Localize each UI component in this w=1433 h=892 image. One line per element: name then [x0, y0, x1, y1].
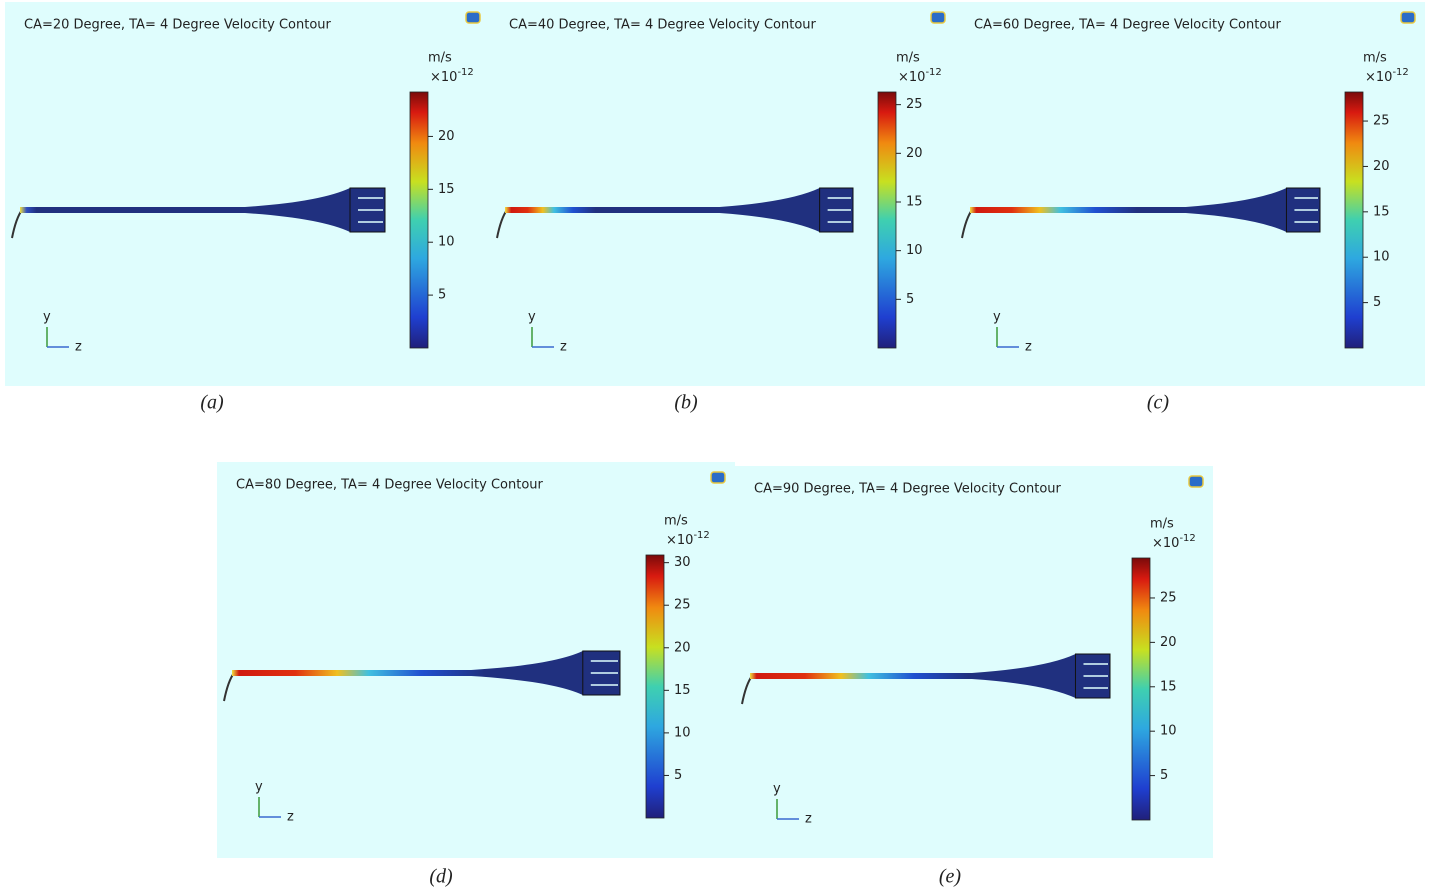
- panel-title: CA=40 Degree, TA= 4 Degree Velocity Cont…: [509, 18, 817, 33]
- z-axis-label: z: [1025, 340, 1032, 355]
- exponent: -12: [457, 67, 473, 78]
- caption: (b): [674, 392, 698, 414]
- panel-title: CA=20 Degree, TA= 4 Degree Velocity Cont…: [24, 18, 332, 33]
- colorbar-tick-label: 10: [906, 243, 923, 258]
- colorbar-tick-label: 20: [906, 146, 923, 161]
- y-axis-label: y: [528, 310, 536, 325]
- exponent: -12: [693, 530, 709, 541]
- panel: CA=90 Degree, TA= 4 Degree Velocity Cont…: [735, 466, 1213, 858]
- multiplier: ×10: [666, 533, 693, 548]
- colorbar-tick-label: 15: [906, 194, 923, 209]
- colorbar-tick-label: 25: [1373, 114, 1390, 129]
- colorbar-unit: m/s: [664, 514, 688, 529]
- colorbar-tick-label: 25: [674, 598, 691, 613]
- figure: CA=20 Degree, TA= 4 Degree Velocity Cont…: [0, 0, 1433, 892]
- caption: (c): [1147, 392, 1170, 414]
- panel: CA=20 Degree, TA= 4 Degree Velocity Cont…: [5, 2, 490, 386]
- y-axis-label: y: [773, 782, 781, 797]
- icon: [931, 12, 945, 23]
- z-axis-label: z: [75, 340, 82, 355]
- panel-title: CA=90 Degree, TA= 4 Degree Velocity Cont…: [754, 482, 1062, 497]
- caption: (e): [939, 866, 962, 888]
- colorbar-tick-label: 5: [906, 292, 914, 307]
- multiplier: ×10: [898, 70, 925, 85]
- icon: [1401, 12, 1415, 23]
- colorbar-tick-label: 15: [1373, 204, 1390, 219]
- caption: (d): [429, 866, 453, 888]
- colorbar-tick-label: 15: [1160, 679, 1177, 694]
- colorbar-unit: m/s: [896, 51, 920, 66]
- y-axis-label: y: [993, 310, 1001, 325]
- colorbar: [1132, 558, 1150, 820]
- y-axis-label: y: [43, 310, 51, 325]
- colorbar-tick-label: 20: [438, 129, 455, 144]
- panel: CA=60 Degree, TA= 4 Degree Velocity Cont…: [955, 2, 1425, 386]
- colorbar: [1345, 92, 1363, 348]
- z-axis-label: z: [805, 812, 812, 827]
- colorbar: [410, 92, 428, 348]
- colorbar: [878, 92, 896, 348]
- panel-title: CA=80 Degree, TA= 4 Degree Velocity Cont…: [236, 478, 544, 493]
- page: CA=20 Degree, TA= 4 Degree Velocity Cont…: [0, 0, 1433, 892]
- z-axis-label: z: [560, 340, 567, 355]
- exponent: -12: [925, 67, 941, 78]
- colorbar-tick-label: 10: [1160, 724, 1177, 739]
- panel: CA=80 Degree, TA= 4 Degree Velocity Cont…: [217, 462, 735, 858]
- icon: [466, 12, 480, 23]
- colorbar-tick-label: 15: [438, 182, 455, 197]
- caption: (a): [200, 392, 224, 414]
- colorbar-tick-label: 10: [1373, 250, 1390, 265]
- z-axis-label: z: [287, 810, 294, 825]
- colorbar-tick-label: 30: [674, 555, 691, 570]
- colorbar-tick-label: 5: [1373, 295, 1381, 310]
- colorbar-tick-label: 10: [674, 725, 691, 740]
- icon: [1189, 476, 1203, 487]
- y-axis-label: y: [255, 780, 263, 795]
- colorbar-tick-label: 15: [674, 683, 691, 698]
- colorbar-tick-label: 25: [1160, 590, 1177, 605]
- colorbar-unit: m/s: [1150, 517, 1174, 532]
- colorbar-tick-label: 5: [438, 288, 446, 303]
- colorbar-tick-label: 20: [674, 640, 691, 655]
- multiplier: ×10: [430, 70, 457, 85]
- multiplier: ×10: [1152, 536, 1179, 551]
- colorbar-tick-label: 25: [906, 97, 923, 112]
- colorbar-unit: m/s: [428, 51, 452, 66]
- multiplier: ×10: [1365, 70, 1392, 85]
- colorbar-unit: m/s: [1363, 51, 1387, 66]
- colorbar-tick-label: 5: [674, 768, 682, 783]
- exponent: -12: [1392, 67, 1408, 78]
- colorbar-tick-label: 5: [1160, 768, 1168, 783]
- exponent: -12: [1179, 533, 1195, 544]
- colorbar: [646, 555, 664, 818]
- colorbar-tick-label: 20: [1160, 635, 1177, 650]
- icon: [711, 472, 725, 483]
- colorbar-tick-label: 10: [438, 235, 455, 250]
- colorbar-tick-label: 20: [1373, 159, 1390, 174]
- panel: CA=40 Degree, TA= 4 Degree Velocity Cont…: [490, 2, 955, 386]
- panel-title: CA=60 Degree, TA= 4 Degree Velocity Cont…: [974, 18, 1282, 33]
